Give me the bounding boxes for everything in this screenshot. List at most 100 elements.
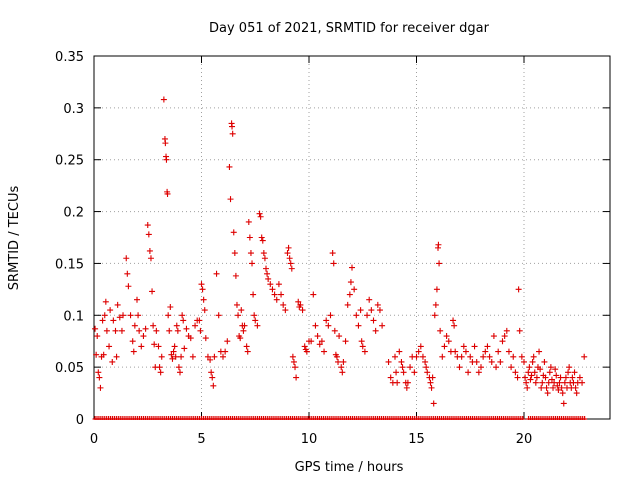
data-point	[238, 307, 245, 314]
data-point	[189, 353, 196, 360]
data-point	[351, 286, 358, 293]
data-point	[259, 237, 266, 244]
chart-title: Day 051 of 2021, SRMTID for receiver dga…	[209, 21, 490, 36]
data-point	[398, 358, 405, 365]
data-point	[561, 379, 568, 386]
data-point	[399, 364, 406, 371]
data-point	[413, 353, 420, 360]
data-point	[200, 296, 207, 303]
data-point	[366, 296, 373, 303]
data-point	[158, 353, 165, 360]
data-point	[265, 275, 272, 282]
data-point	[287, 260, 294, 267]
data-point	[286, 255, 293, 262]
data-point	[199, 286, 206, 293]
data-point	[169, 355, 176, 362]
data-point	[460, 343, 467, 350]
data-point	[209, 374, 216, 381]
data-point	[134, 296, 140, 303]
data-point	[521, 358, 527, 365]
data-point	[101, 312, 108, 319]
data-point	[423, 364, 430, 371]
data-point	[333, 353, 340, 360]
data-point	[299, 307, 306, 314]
data-point	[278, 291, 285, 298]
data-point	[271, 291, 278, 298]
data-point	[579, 379, 586, 386]
data-point	[280, 301, 287, 308]
x-tick-label: 0	[90, 432, 98, 447]
data-point	[544, 390, 551, 397]
data-point	[112, 327, 119, 334]
data-point	[379, 322, 386, 329]
data-point	[452, 348, 459, 355]
data-point	[160, 96, 167, 103]
data-point	[129, 338, 136, 345]
data-point	[92, 325, 99, 332]
data-point	[427, 379, 434, 386]
data-point	[525, 369, 532, 376]
data-point	[370, 317, 377, 324]
data-point	[503, 327, 510, 334]
data-point	[376, 307, 383, 314]
data-point	[347, 279, 354, 286]
data-point	[155, 343, 162, 350]
data-point	[201, 307, 208, 314]
data-point	[213, 270, 220, 277]
data-point	[493, 364, 500, 371]
data-point	[359, 343, 366, 350]
data-point	[557, 374, 564, 381]
data-point	[374, 301, 381, 308]
data-point	[497, 358, 504, 365]
data-point	[349, 264, 355, 271]
data-point	[403, 384, 410, 391]
data-point	[113, 353, 120, 360]
data-point	[257, 213, 264, 220]
data-point	[482, 348, 489, 355]
data-point	[411, 369, 418, 376]
data-point	[556, 379, 563, 386]
data-point	[102, 298, 109, 305]
data-point	[171, 343, 178, 350]
zero-point	[520, 416, 526, 420]
data-point	[215, 312, 222, 319]
data-point	[290, 358, 297, 365]
data-point	[435, 241, 442, 248]
x-tick-label: 5	[197, 432, 205, 447]
data-point	[526, 364, 533, 371]
data-point	[258, 234, 265, 241]
data-point	[130, 348, 137, 355]
grid-lines	[94, 56, 610, 419]
data-point	[445, 338, 452, 345]
data-point	[531, 369, 538, 376]
data-point	[314, 333, 321, 340]
data-point	[554, 382, 561, 389]
data-point	[486, 353, 493, 360]
data-point	[404, 379, 411, 386]
x-tick-label: 20	[516, 432, 533, 447]
data-point	[488, 358, 495, 365]
data-point	[471, 343, 478, 350]
data-point	[422, 358, 429, 365]
data-point	[475, 369, 482, 376]
zero-value-markers	[92, 416, 588, 420]
data-point	[162, 140, 169, 147]
data-point	[329, 250, 336, 257]
data-point	[516, 327, 523, 334]
data-point	[581, 353, 588, 360]
data-point	[316, 341, 323, 348]
data-point	[267, 281, 274, 288]
data-point	[441, 343, 448, 350]
data-point	[230, 229, 237, 236]
data-point	[284, 250, 291, 257]
data-point	[465, 369, 472, 376]
data-point	[95, 369, 102, 376]
data-point	[164, 190, 171, 197]
data-point	[180, 317, 187, 324]
data-point	[387, 374, 394, 381]
data-point	[331, 327, 338, 334]
data-point	[97, 384, 104, 391]
data-point	[396, 348, 403, 355]
data-point	[273, 296, 280, 303]
data-point	[346, 291, 353, 298]
